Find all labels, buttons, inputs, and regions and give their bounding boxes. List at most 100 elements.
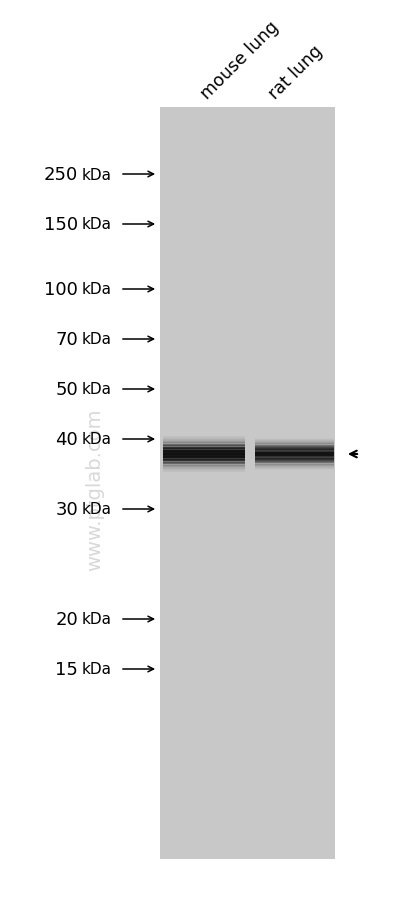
Bar [255, 456, 334, 457]
Bar [255, 444, 334, 445]
Bar [255, 463, 334, 464]
Bar [163, 458, 245, 459]
Bar [163, 453, 245, 454]
Bar [255, 469, 334, 471]
Bar [255, 453, 334, 455]
Bar [255, 469, 334, 470]
Bar [255, 449, 334, 450]
Bar [255, 468, 334, 469]
Bar [163, 442, 245, 443]
Text: 15: 15 [55, 660, 78, 678]
Text: 100: 100 [44, 281, 78, 299]
Bar [163, 470, 245, 472]
Text: 150: 150 [44, 216, 78, 234]
Bar [255, 453, 334, 454]
Text: kDa: kDa [82, 382, 112, 397]
Bar [163, 468, 245, 469]
Bar [163, 456, 245, 457]
Bar [255, 452, 334, 453]
Bar [163, 466, 245, 467]
Bar [255, 457, 334, 458]
Bar [255, 465, 334, 466]
Bar [163, 470, 245, 471]
Text: kDa: kDa [82, 217, 112, 232]
Bar [163, 446, 245, 447]
Bar [255, 464, 334, 465]
Bar [163, 437, 245, 438]
Bar [255, 440, 334, 441]
Text: 50: 50 [55, 381, 78, 399]
Bar [163, 469, 245, 470]
Text: 70: 70 [55, 331, 78, 348]
Bar [163, 440, 245, 441]
Bar [163, 455, 245, 456]
Bar [255, 461, 334, 463]
Text: mouse lung: mouse lung [197, 18, 282, 104]
Bar [163, 471, 245, 472]
Bar [163, 438, 245, 440]
Bar [255, 468, 334, 469]
Bar [255, 459, 334, 460]
Bar [163, 452, 245, 453]
Bar [163, 467, 245, 468]
Bar [255, 444, 334, 445]
Bar [163, 460, 245, 461]
Bar [255, 470, 334, 471]
Bar [255, 458, 334, 460]
Bar [163, 447, 245, 448]
Text: kDa: kDa [82, 612, 112, 627]
Bar [255, 457, 334, 458]
Bar [163, 461, 245, 462]
Bar [255, 447, 334, 448]
Bar [163, 442, 245, 444]
Text: 30: 30 [55, 501, 78, 519]
Bar [255, 445, 334, 446]
Text: kDa: kDa [82, 282, 112, 297]
Bar [163, 438, 245, 439]
Bar [255, 447, 334, 449]
Bar [255, 443, 334, 444]
Bar [163, 447, 245, 449]
Bar [255, 460, 334, 461]
Bar [163, 462, 245, 463]
Bar [255, 458, 334, 459]
Bar [255, 466, 334, 468]
Bar [255, 438, 334, 439]
Bar [255, 438, 334, 439]
Bar [255, 446, 334, 447]
Bar [255, 445, 334, 446]
Bar [163, 465, 245, 466]
Bar [163, 446, 245, 447]
Bar [163, 472, 245, 473]
Bar [255, 441, 334, 442]
Bar [163, 453, 245, 454]
Bar [163, 445, 245, 446]
Text: kDa: kDa [82, 432, 112, 447]
Bar [255, 449, 334, 450]
Bar [255, 451, 334, 452]
Text: kDa: kDa [82, 502, 112, 517]
Bar [255, 439, 334, 440]
Bar [255, 442, 334, 443]
Bar [163, 456, 245, 457]
Text: 250: 250 [44, 166, 78, 184]
Bar [255, 439, 334, 440]
Bar [163, 443, 245, 444]
Bar [163, 451, 245, 452]
Bar [255, 464, 334, 465]
Bar [163, 463, 245, 464]
Bar [255, 455, 334, 456]
Bar [255, 460, 334, 461]
Bar [163, 464, 245, 465]
Bar [255, 441, 334, 442]
Bar [255, 446, 334, 447]
Text: rat lung: rat lung [265, 42, 326, 104]
Bar [255, 463, 334, 464]
Bar [163, 459, 245, 460]
Bar [163, 457, 245, 458]
Bar [255, 461, 334, 462]
Text: 20: 20 [55, 611, 78, 629]
Bar [255, 462, 334, 463]
Bar [163, 462, 245, 463]
Bar [255, 456, 334, 457]
